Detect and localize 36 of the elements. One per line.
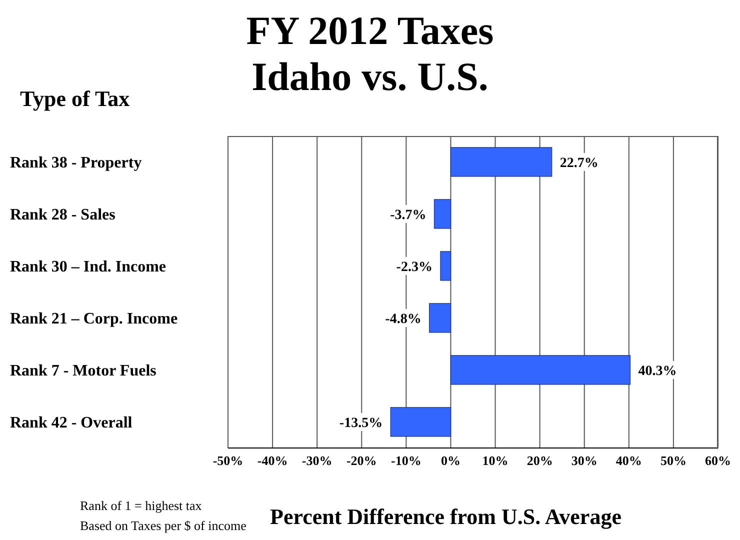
y-tick-label: Rank 7 - Motor Fuels	[10, 362, 156, 380]
x-tick-label: -50%	[212, 453, 244, 468]
x-tick-label: -30%	[302, 453, 332, 468]
y-tick-label: Rank 30 – Ind. Income	[10, 258, 166, 276]
data-label: 22.7%	[560, 156, 598, 171]
bar	[429, 303, 452, 333]
chart-subtitle: Idaho vs. U.S.	[252, 54, 488, 99]
x-tick-label: 50%	[660, 453, 686, 468]
y-tick-label: Rank 42 - Overall	[10, 414, 133, 432]
data-label: -2.3%	[396, 260, 432, 275]
data-label: -4.8%	[385, 312, 422, 327]
x-tick-label: -10%	[391, 453, 422, 468]
bar	[450, 147, 552, 177]
bar	[450, 355, 631, 385]
x-tick-label: 20%	[526, 453, 553, 468]
y-tick-label: Rank 21 – Corp. Income	[10, 310, 178, 328]
x-tick-label: 10%	[482, 453, 508, 468]
x-tick-label: -40%	[257, 453, 288, 468]
y-axis-title: Type of Tax	[20, 86, 130, 112]
x-axis-title: Percent Difference from U.S. Average	[270, 504, 622, 530]
y-tick-label: Rank 38 - Property	[10, 154, 142, 172]
text: Based on Taxes per $ of income	[80, 517, 246, 535]
data-label: -13.5%	[339, 416, 383, 431]
bar	[434, 199, 452, 229]
chart-title: FY 2012 Taxes	[245, 8, 495, 54]
y-tick-label: Rank 28 - Sales	[10, 206, 116, 224]
bar	[440, 251, 452, 281]
data-label: 40.3%	[638, 364, 677, 379]
x-tick-label: -20%	[346, 453, 377, 468]
x-tick-label: 60%	[705, 453, 731, 468]
text: Rank of 1 = highest tax	[80, 497, 203, 515]
x-tick-label: 40%	[616, 453, 642, 468]
data-label: -3.7%	[390, 208, 426, 223]
x-tick-label: 0%	[440, 453, 460, 468]
x-tick-label: 30%	[571, 453, 598, 468]
bar	[390, 407, 452, 437]
